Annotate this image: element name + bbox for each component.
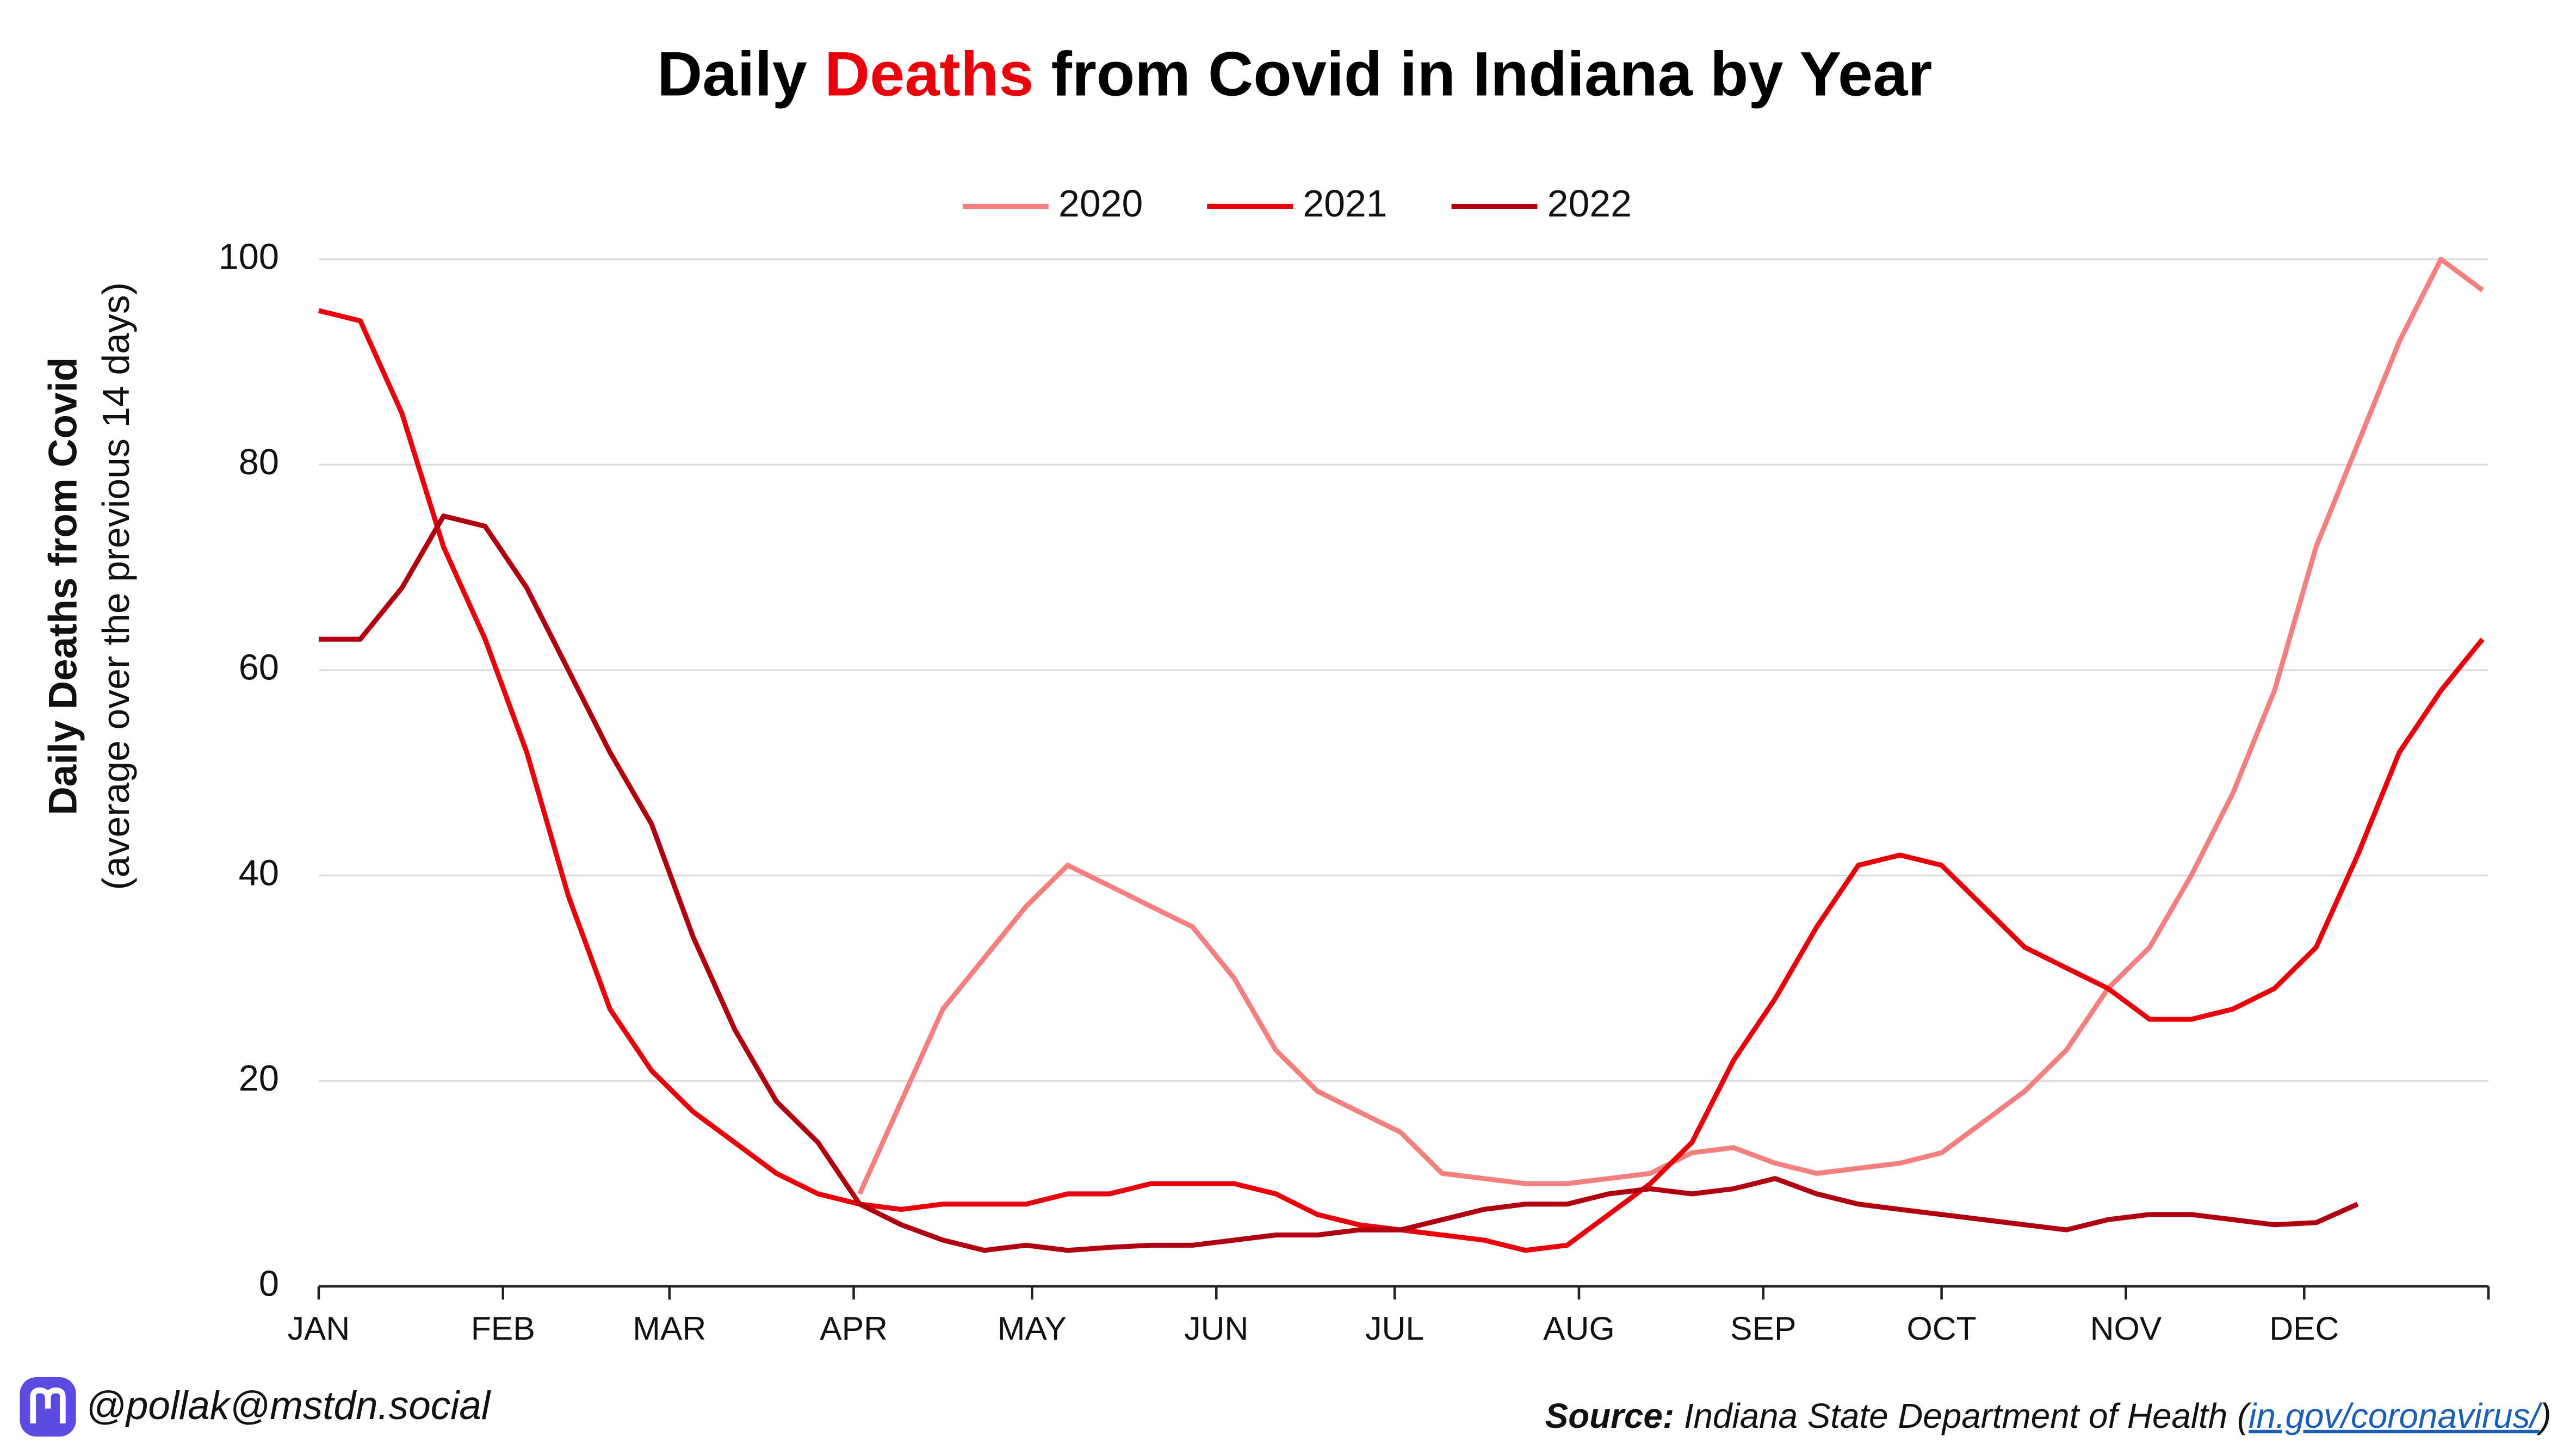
x-tick-label: AUG: [1543, 1310, 1615, 1347]
y-tick-label: 20: [239, 1058, 279, 1099]
legend-label: 2022: [1547, 182, 1632, 225]
x-tick-label: SEP: [1730, 1310, 1796, 1347]
y-tick-label: 60: [239, 648, 279, 688]
y-tick-label: 100: [219, 237, 279, 277]
y-tick-label: 40: [239, 853, 279, 893]
y-tick-label: 0: [259, 1264, 279, 1304]
y-axis-title: Daily Deaths from Covid: [41, 357, 85, 815]
y-tick-label: 80: [239, 442, 279, 482]
handle: @pollak@mstdn.social: [86, 1384, 491, 1428]
line-series: [318, 513, 2359, 1253]
x-tick-label: DEC: [2269, 1310, 2339, 1347]
y-axis-subtitle: (average over the previous 14 days): [95, 282, 137, 890]
legend-label: 2021: [1303, 182, 1387, 225]
source: Source: Indiana State Department of Heal…: [1545, 1396, 2552, 1435]
x-tick-label: APR: [820, 1310, 888, 1347]
x-tick-label: JUN: [1184, 1310, 1248, 1347]
x-tick-label: JUL: [1365, 1310, 1424, 1347]
x-tick-label: NOV: [2090, 1310, 2162, 1347]
x-tick-label: OCT: [1907, 1310, 1977, 1347]
x-tick-label: MAR: [633, 1310, 706, 1347]
x-tick-label: FEB: [471, 1310, 535, 1347]
mastodon-icon: [20, 1377, 76, 1437]
legend-label: 2020: [1058, 182, 1143, 225]
x-tick-label: JAN: [288, 1310, 350, 1347]
x-tick-label: MAY: [998, 1310, 1067, 1347]
chart-title: Daily Deaths from Covid in Indiana by Ye…: [657, 40, 1932, 109]
